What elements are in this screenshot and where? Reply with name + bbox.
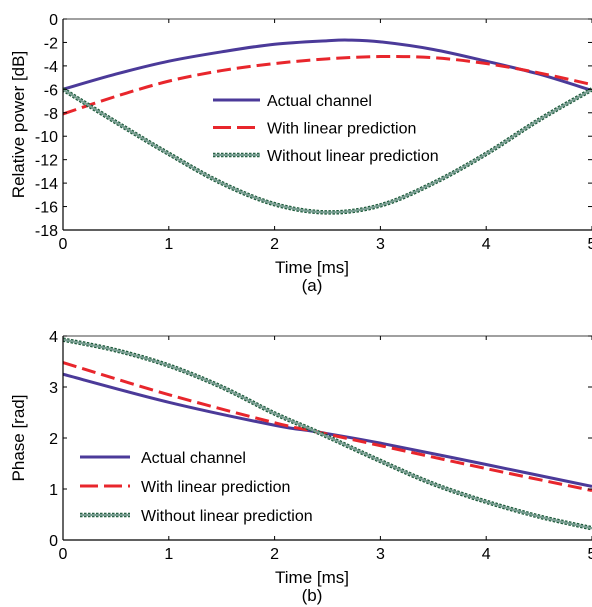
series-line-1 [63,372,592,488]
x-axis-label: Time [ms] [275,568,349,587]
y-tick-label: -8 [44,106,58,123]
x-tick-label: 0 [59,236,68,253]
y-tick-label: 3 [49,380,58,397]
y-axis-label: Relative power [dB] [9,51,28,198]
series-group [63,38,592,215]
panel-b: 0 1 2 3 4 5 0 1 2 3 4 Time [ms] Phase [rad] (b) Actual… [9,329,592,605]
y-tick-label: 1 [49,482,58,499]
x-tick-label: 3 [376,236,385,253]
y-tick-label: 4 [49,329,58,346]
series-line-3-inner [63,338,592,530]
x-axis-label: Time [ms] [275,258,349,277]
legend-label: With linear prediction [267,121,416,138]
legend-label: Without linear prediction [141,508,313,525]
x-tick-label: 4 [482,236,491,253]
legend: Actual channel With linear prediction With… [80,450,313,525]
legend-label: Actual channel [267,93,372,110]
legend: Actual channel With linear prediction With… [213,93,439,165]
legend-label: With linear prediction [141,479,290,496]
x-tick-label: 5 [588,236,592,253]
series-group [63,337,592,531]
series-line-2 [63,54,592,116]
legend-label: Actual channel [141,450,246,467]
y-tick-label: -12 [35,153,58,170]
panel-a: 0 1 2 3 4 5 0 -2 -4 -6 -8 -10 -12 -14 -16 -18 Time [ms] R… [9,12,592,295]
y-tick-label: -2 [44,35,58,52]
x-tick-label: 4 [482,546,491,563]
legend-label: Without linear prediction [267,148,439,165]
y-tick-label: -6 [44,82,58,99]
y-tick-label: -14 [35,176,58,193]
panel-label: (a) [302,276,323,295]
y-tick-label: 0 [49,533,58,550]
x-tick-label: 2 [270,546,279,563]
y-axis-label: Phase [rad] [9,395,28,482]
x-tick-label: 2 [270,236,279,253]
x-tick-label: 5 [588,546,592,563]
x-tick-label: 0 [59,546,68,563]
series-line-3-inner [63,88,592,214]
y-tick-label: 0 [49,12,58,29]
x-tick-label: 1 [164,546,173,563]
y-tick-label: -4 [44,59,58,76]
x-tick-label: 3 [376,546,385,563]
y-tick-label: -16 [35,200,58,217]
y-tick-label: -10 [35,129,58,146]
y-tick-label: 2 [49,431,58,448]
panel-label: (b) [302,586,323,605]
x-tick-label: 1 [164,236,173,253]
y-tick-label: -18 [35,223,58,240]
series-line-1 [63,38,592,92]
